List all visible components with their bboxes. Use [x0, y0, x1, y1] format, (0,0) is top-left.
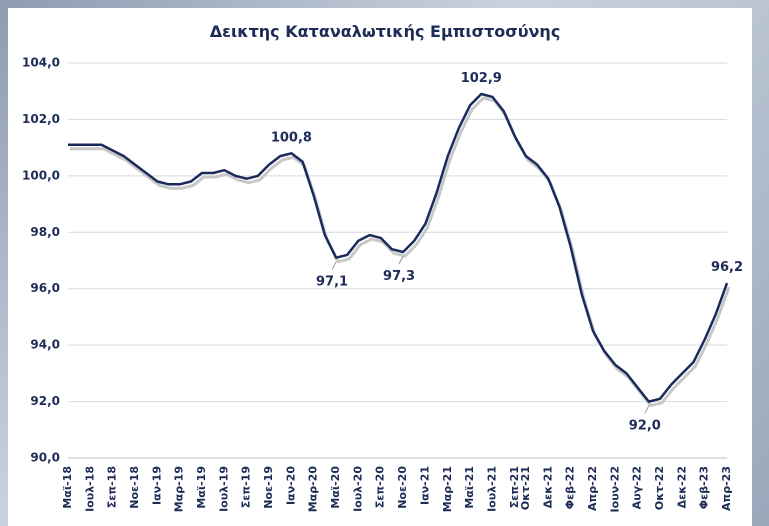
x-tick-label: Ιουν-22	[608, 466, 621, 512]
x-tick-label: Μαρ-19	[173, 466, 186, 512]
line-shadow	[70, 96, 731, 408]
x-tick-label: Φεβ-22	[564, 466, 577, 509]
data-label: 102,9	[461, 71, 502, 86]
x-tick-label: Ιαν-19	[150, 466, 163, 505]
x-tick-label: Ιουλ-19	[217, 466, 230, 512]
panel	[8, 8, 752, 526]
y-tick-label: 98,0	[30, 225, 60, 239]
x-tick-label: Φεβ-23	[698, 466, 711, 509]
data-label: 97,1	[316, 275, 348, 290]
chart-title: Δεικτης Καταναλωτικής Εμπιστοσύνης	[210, 22, 561, 41]
data-label: 97,3	[383, 269, 415, 284]
x-tick-label: Μαϊ-20	[329, 466, 342, 509]
x-tick-label: Μαϊ-21	[463, 466, 476, 509]
y-tick-label: 92,0	[30, 394, 60, 408]
x-tick-label: Νοε-19	[262, 466, 275, 509]
data-label: 96,2	[711, 260, 743, 275]
x-tick-label: Σεπ-20	[374, 466, 387, 509]
x-tick-label: Μαϊ-19	[195, 466, 208, 509]
x-tick-label: Ιουλ-21	[485, 466, 498, 512]
x-tick-label: Ιαν-21	[418, 466, 431, 505]
leader-line	[398, 255, 404, 265]
leader-line	[331, 261, 337, 270]
x-tick-label: Δεκ-22	[675, 466, 688, 508]
y-tick-label: 90,0	[30, 451, 60, 465]
y-tick-label: 96,0	[30, 281, 60, 295]
x-tick-label: Αυγ-22	[631, 466, 644, 509]
x-tick-label: Σεπ-21	[508, 466, 521, 508]
x-tick-label: Απρ-23	[720, 466, 733, 511]
x-tick-label: Μαρ-21	[441, 466, 454, 512]
x-tick-label: Μαϊ-18	[61, 466, 74, 509]
x-tick-label: Ιουλ-20	[351, 466, 364, 512]
data-label: 92,0	[629, 419, 661, 434]
y-tick-label: 94,0	[30, 338, 60, 352]
x-tick-label: Νοε-18	[128, 466, 141, 509]
leader-line	[644, 405, 650, 414]
x-tick-label: Οκτ-21	[519, 466, 532, 510]
x-tick-label: Νοε-20	[396, 466, 409, 509]
x-tick-label: Ιαν-20	[284, 466, 297, 505]
data-label: 100,8	[271, 130, 312, 145]
y-tick-label: 104,0	[22, 56, 60, 70]
x-tick-label: Απρ-22	[586, 466, 599, 511]
y-tick-label: 100,0	[22, 168, 60, 182]
line	[68, 92, 729, 403]
x-tick-label: Ιουλ-18	[83, 466, 96, 512]
x-tick-label: Μαρ-20	[307, 466, 320, 513]
y-tick-label: 102,0	[22, 112, 60, 126]
x-tick-label: Σεπ-19	[240, 466, 253, 508]
x-tick-label: Σεπ-18	[106, 466, 119, 508]
x-tick-label: Οκτ-22	[653, 466, 666, 510]
x-tick-label: Δεκ-21	[541, 466, 554, 508]
